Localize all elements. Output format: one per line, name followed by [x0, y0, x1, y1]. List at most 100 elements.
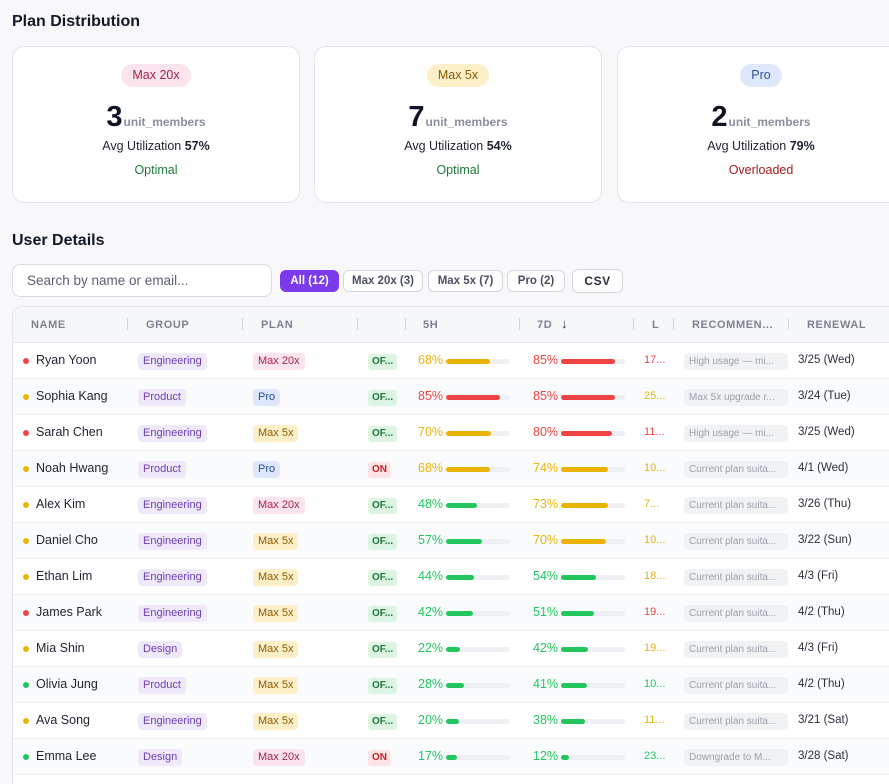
usage-7d-bar	[561, 755, 625, 760]
plan-tag: Max 5x	[253, 425, 299, 442]
col-plan[interactable]: PLAN	[261, 319, 294, 331]
usage-5h-fill	[446, 539, 483, 544]
status-dot	[23, 358, 29, 364]
table-row[interactable]: Sophia Kang Product Pro OF... 85% 85% 25... Max…	[13, 379, 889, 415]
usage-5h-fill	[446, 683, 464, 688]
usage-5h-fill	[446, 467, 490, 472]
table-row[interactable]: Ava Song Engineering Max 5x OF... 20% 38% 11..…	[13, 703, 889, 739]
usage-7d-fill	[561, 683, 588, 688]
col-name[interactable]: NAME	[31, 319, 66, 331]
plan-card: Max 5x 7 unit_members Avg Utilization 54%…	[314, 46, 602, 203]
usage-5h-value: 20%	[418, 713, 444, 727]
table-row[interactable]: Noah Hwang Product Pro ON 68% 74% 10... Current…	[13, 451, 889, 487]
user-name[interactable]: Ryan Yoon	[36, 353, 97, 367]
renewal-date: 4/1 (Wed)	[798, 462, 849, 474]
user-name[interactable]: Alex Kim	[36, 497, 86, 511]
column-divider[interactable]	[405, 318, 406, 330]
plan-tag: Max 5x	[253, 713, 299, 730]
usage-5h-fill	[446, 719, 459, 724]
search-input[interactable]	[12, 264, 272, 297]
col-renewal[interactable]: RENEWAL	[807, 319, 867, 331]
col-7d[interactable]: 7D	[537, 319, 553, 331]
status-dot	[23, 754, 29, 760]
status-text: Overloaded	[728, 163, 794, 177]
table-row[interactable]: James Park Engineering Max 5x OF... 42% 51% 19…	[13, 595, 889, 631]
group-tag: Engineering	[138, 425, 207, 442]
plan-tag: Max 5x	[253, 569, 299, 586]
usage-5h-fill	[446, 755, 457, 760]
util-value: 57%	[184, 139, 210, 153]
usage-5h-bar	[446, 503, 510, 508]
filter-max5x[interactable]: Max 5x (7)	[428, 270, 503, 292]
user-table: NAME GROUP PLAN 5H 7D ↓ L RECOMMEN... RE…	[12, 306, 889, 784]
table-row[interactable]: Olivia Jung Product Max 5x OF... 28% 41% 10...…	[13, 667, 889, 703]
usage-5h-value: 85%	[418, 389, 444, 403]
col-5h[interactable]: 5H	[423, 319, 439, 331]
usage-7d-value: 41%	[533, 677, 559, 691]
user-name[interactable]: Olivia Jung	[36, 677, 98, 691]
table-row[interactable]: Daniel Cho Engineering Max 5x OF... 57% 70% 10…	[13, 523, 889, 559]
limit-value: 7...	[644, 498, 660, 510]
plan-tag: Pro	[253, 461, 281, 478]
usage-7d-fill	[561, 395, 616, 400]
table-row[interactable]: Alex Kim Engineering Max 20x OF... 48% 73% 7..…	[13, 487, 889, 523]
column-divider[interactable]	[788, 318, 789, 330]
recommendation-chip: Current plan suita...	[684, 677, 788, 694]
col-l[interactable]: L	[652, 319, 660, 331]
usage-5h-fill	[446, 647, 461, 652]
column-divider[interactable]	[673, 318, 674, 330]
table-row[interactable]: Ryan Yoon Engineering Max 20x OF... 68% 85% 17…	[13, 343, 889, 379]
user-name[interactable]: Ethan Lim	[36, 569, 93, 583]
plan-tag: Max 5x	[253, 605, 299, 622]
usage-7d-bar	[561, 503, 625, 508]
csv-export-button[interactable]: CSV	[572, 269, 623, 293]
col-group[interactable]: GROUP	[146, 319, 190, 331]
column-divider[interactable]	[357, 318, 358, 330]
recommendation-chip: Downgrade to M...	[684, 749, 788, 766]
filter-all[interactable]: All (12)	[280, 270, 339, 292]
usage-5h-value: 17%	[418, 749, 444, 763]
table-row[interactable]: Ethan Lim Engineering Max 5x OF... 44% 54% 18.…	[13, 559, 889, 595]
plan-tag: Pro	[253, 389, 281, 406]
usage-5h-fill	[446, 395, 501, 400]
limit-value: 11...	[644, 426, 665, 438]
usage-7d-bar	[561, 395, 625, 400]
usage-7d-fill	[561, 503, 608, 508]
column-divider[interactable]	[127, 318, 128, 330]
column-divider[interactable]	[519, 318, 520, 330]
user-name[interactable]: Mia Shin	[36, 641, 85, 655]
table-row[interactable]: Mia Shin Design Max 5x OF... 22% 42% 19... Curr…	[13, 631, 889, 667]
recommendation-chip: Max 5x upgrade r...	[684, 389, 788, 406]
recommendation-chip: Current plan suita...	[684, 461, 788, 478]
usage-5h-value: 28%	[418, 677, 444, 691]
table-row[interactable]: Emma Lee Design Max 20x ON 17% 12% 23... Downgr…	[13, 739, 889, 775]
user-name[interactable]: Daniel Cho	[36, 533, 98, 547]
filter-max20x[interactable]: Max 20x (3)	[343, 270, 423, 292]
user-name[interactable]: Noah Hwang	[36, 461, 109, 475]
user-name[interactable]: Sophia Kang	[36, 389, 108, 403]
usage-7d-bar	[561, 359, 625, 364]
column-divider[interactable]	[242, 318, 243, 330]
user-name[interactable]: Emma Lee	[36, 749, 97, 763]
col-recommendation[interactable]: RECOMMEN...	[692, 319, 774, 331]
user-name[interactable]: Sarah Chen	[36, 425, 103, 439]
usage-5h-bar	[446, 611, 510, 616]
filter-pro[interactable]: Pro (2)	[507, 270, 565, 292]
user-name[interactable]: Ava Song	[36, 713, 90, 727]
group-tag: Engineering	[138, 353, 207, 370]
plan-tag: Max 5x	[253, 641, 299, 658]
group-tag: Product	[138, 677, 186, 694]
user-name[interactable]: James Park	[36, 605, 102, 619]
sort-arrow-down-icon[interactable]: ↓	[561, 316, 568, 331]
usage-7d-value: 85%	[533, 389, 559, 403]
recommendation-chip: Current plan suita...	[684, 533, 788, 550]
usage-7d-value: 51%	[533, 605, 559, 619]
usage-5h-bar	[446, 683, 510, 688]
usage-5h-value: 22%	[418, 641, 444, 655]
renewal-date: 3/21 (Sat)	[798, 714, 849, 726]
column-divider[interactable]	[633, 318, 634, 330]
limit-value: 19...	[644, 606, 666, 618]
status-dot	[23, 574, 29, 580]
table-row[interactable]: Sarah Chen Engineering Max 5x OF... 70% 80% 11…	[13, 415, 889, 451]
renewal-date: 3/26 (Thu)	[798, 498, 852, 510]
